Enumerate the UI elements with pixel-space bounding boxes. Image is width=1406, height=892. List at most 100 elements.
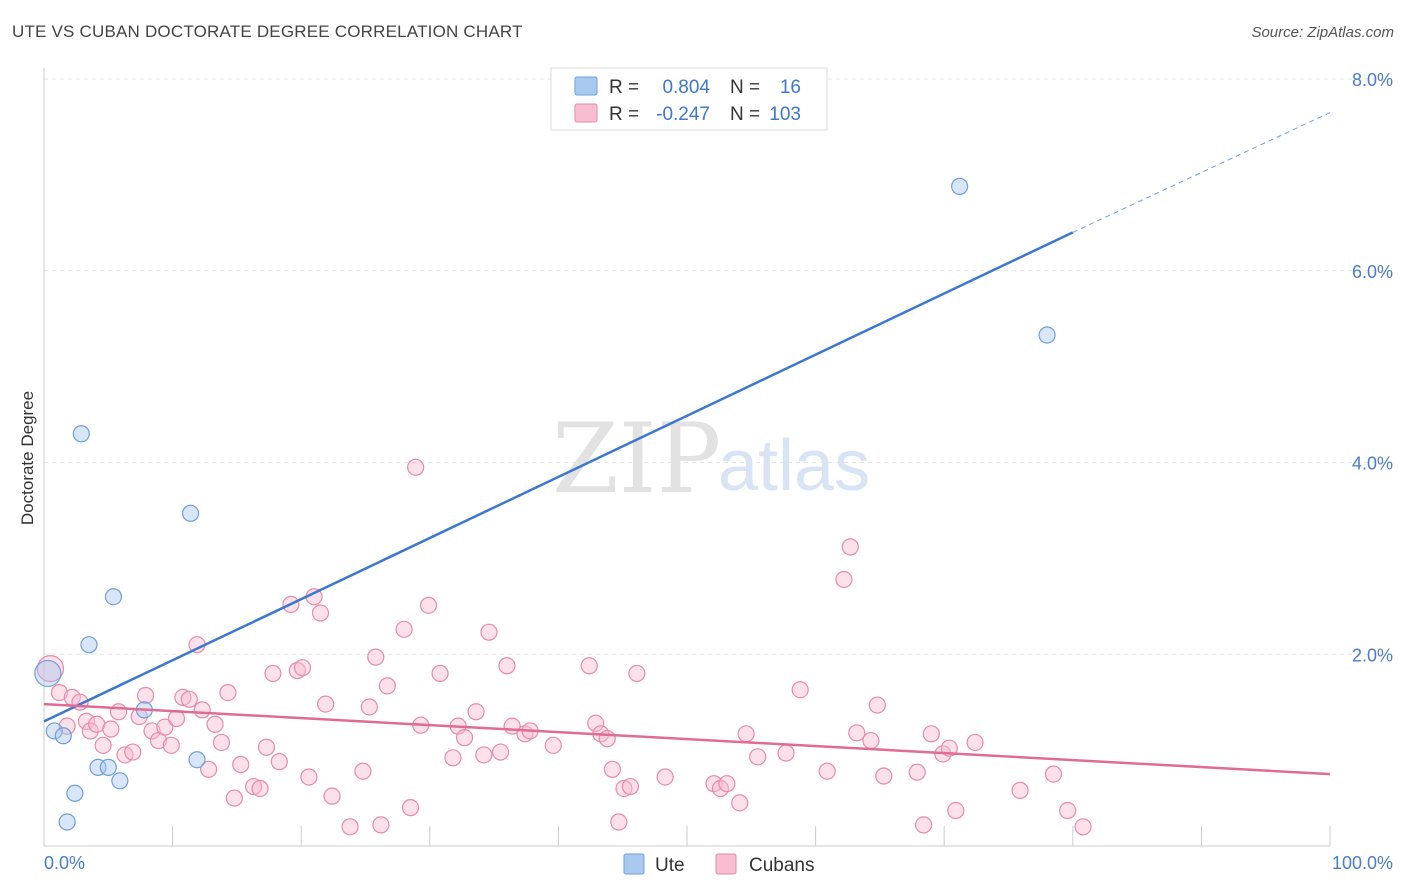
cubans-stats-swatch [574,103,598,123]
ute-trend-line [43,231,1074,723]
x-tick-label-0: 0.0% [44,853,85,873]
ute-n-value: 16 [780,77,801,98]
cubans-point-88 [848,724,866,742]
cubans-point-46 [367,648,385,666]
y-tick-label-2: 2.0% [1352,645,1393,665]
cubans-point-14 [136,686,155,705]
cubans-point-57 [455,729,474,747]
ute-point-15 [1038,326,1056,344]
cubans-point-54 [431,664,449,683]
cubans-point-89 [862,731,880,750]
cubans-point-67 [580,657,598,675]
cubans-point-6 [81,722,99,740]
cubans-point-92 [908,763,926,781]
ute-point-5 [72,425,90,443]
tick-labels: 2.0% 4.0% 6.0% 8.0% 0.0% 100.0% [44,70,1393,873]
watermark-zip: ZIP [552,403,721,515]
cubans-point-8 [94,736,112,754]
cubans-point-86 [835,570,853,589]
cubans-point-37 [293,659,312,677]
cubans-point-10 [109,703,128,721]
cubans-point-9 [102,720,120,738]
cubans-point-12 [124,743,142,761]
cubans-point-91 [875,767,893,785]
ute-n-label: N = [730,77,760,98]
ute-point-10 [111,772,129,790]
cubans-point-26 [212,733,231,752]
x-tick-label-100: 100.0% [1332,853,1393,873]
cubans-point-5 [77,712,96,730]
ute-point-2 [54,727,72,745]
ute-stats-swatch [574,76,598,96]
cubans-point-76 [656,768,674,786]
cubans-point-70 [598,730,616,748]
cubans-point-72 [610,813,628,831]
cubans-point-30 [245,777,263,796]
ute-r-value: 0.804 [662,77,710,98]
cubans-point-58 [467,703,485,721]
cubans-point-27 [219,683,237,702]
cubans-point-85 [818,762,836,780]
cubans-point-47 [372,816,390,834]
ute-point-0 [34,659,62,688]
cubans-point-49 [395,620,413,638]
watermark-atlas: atlas [718,426,870,506]
cubans-point-73 [615,779,633,798]
legend-ute-swatch [623,853,645,875]
cubans-point-44 [354,762,372,780]
series-legend: Ute Cubans [623,853,815,876]
cubans-point-82 [749,748,767,766]
cubans-point-45 [360,698,378,716]
cubans-point-41 [317,695,335,713]
cubans-point-98 [966,733,984,752]
cubans-point-61 [491,743,510,761]
cubans-point-60 [480,623,498,641]
cubans-point-24 [200,760,218,778]
cubans-point-94 [922,725,940,743]
ute-point-6 [80,636,98,654]
cubans-r-label: R = [609,104,639,125]
cubans-point-90 [868,696,886,714]
cubans-point-53 [419,596,438,614]
cubans-point-34 [270,753,288,771]
grid-lines [44,78,1394,655]
y-axis-label: Doctorate Degree [18,391,37,525]
ute-point-14 [951,177,969,195]
cubans-point-59 [475,746,493,764]
cubans-point-43 [341,818,359,836]
cubans-point-74 [621,777,640,796]
cubans-point-81 [737,725,755,743]
axes [43,68,1331,847]
ute-r-label: R = [609,77,639,98]
cubans-point-66 [544,736,562,754]
legend-ute-label: Ute [655,855,685,876]
cubans-point-28 [225,789,243,807]
cubans-n-label: N = [730,104,760,125]
cubans-point-42 [323,787,341,805]
cubans-point-31 [251,779,269,798]
stats-legend: R = 0.804 N = 16 R = -0.247 N = 103 [550,67,828,131]
cubans-point-100 [1044,765,1063,783]
cubans-point-97 [947,801,965,820]
cubans-point-102 [1074,818,1092,836]
y-tick-label-6: 6.0% [1352,262,1393,282]
cubans-point-87 [841,538,859,556]
cubans-point-19 [167,709,186,728]
cubans-point-83 [777,744,795,762]
cubans-point-33 [264,664,282,683]
trend-lines [43,112,1331,776]
cubans-point-71 [603,760,622,778]
ute-point-1 [45,722,63,740]
ute-point-9 [104,588,123,606]
cubans-point-25 [206,715,224,733]
cubans-point-21 [180,690,198,708]
y-tick-label-4: 4.0% [1352,454,1393,474]
source-credit: Source: ZipAtlas.com [1251,24,1394,41]
cubans-point-2 [58,717,76,735]
cubans-point-68 [587,714,605,732]
cubans-point-101 [1059,801,1077,820]
cubans-point-79 [718,775,736,793]
ute-point-4 [66,784,84,802]
cubans-point-23 [193,701,211,719]
